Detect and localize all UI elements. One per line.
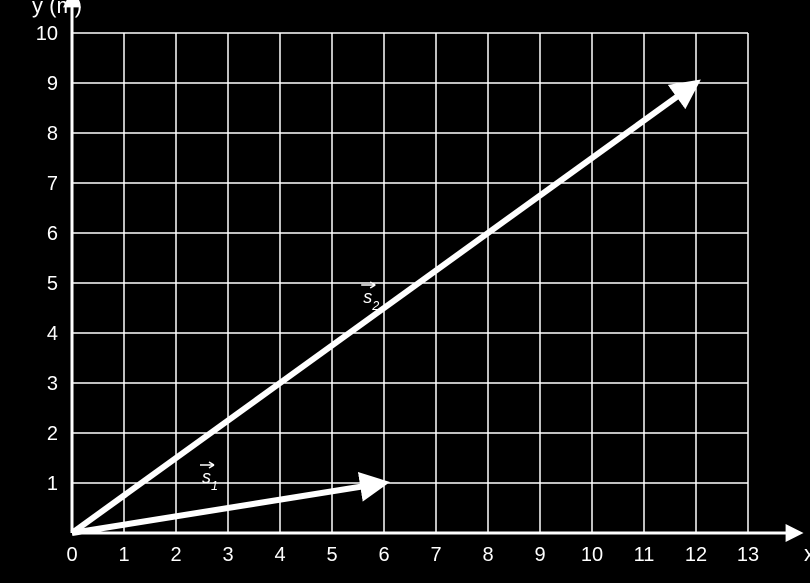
x-tick-label: 13 bbox=[737, 544, 759, 566]
y-tick-label: 5 bbox=[47, 273, 58, 295]
vector-plot: 01234567891011121312345678910x (m)y (m)s… bbox=[0, 0, 810, 583]
y-tick-label: 4 bbox=[47, 323, 58, 345]
x-tick-label: 3 bbox=[222, 544, 233, 566]
x-tick-label: 8 bbox=[482, 544, 493, 566]
y-tick-label: 7 bbox=[47, 173, 58, 195]
x-axis-label: x (m) bbox=[804, 541, 810, 566]
x-tick-label: 9 bbox=[534, 544, 545, 566]
x-tick-label: 0 bbox=[66, 544, 77, 566]
y-tick-label: 6 bbox=[47, 223, 58, 245]
y-tick-label: 9 bbox=[47, 73, 58, 95]
x-tick-label: 6 bbox=[378, 544, 389, 566]
x-tick-label: 5 bbox=[326, 544, 337, 566]
x-tick-label: 4 bbox=[274, 544, 285, 566]
y-tick-label: 2 bbox=[47, 423, 58, 445]
y-axis-label: y (m) bbox=[32, 0, 82, 18]
x-tick-label: 2 bbox=[170, 544, 181, 566]
y-tick-label: 1 bbox=[47, 473, 58, 495]
y-tick-label: 10 bbox=[36, 23, 58, 45]
y-tick-label: 8 bbox=[47, 123, 58, 145]
y-tick-label: 3 bbox=[47, 373, 58, 395]
x-tick-label: 1 bbox=[118, 544, 129, 566]
x-tick-label: 10 bbox=[581, 544, 603, 566]
x-tick-label: 11 bbox=[634, 544, 655, 566]
x-tick-label: 7 bbox=[430, 544, 441, 566]
x-tick-label: 12 bbox=[685, 544, 707, 566]
